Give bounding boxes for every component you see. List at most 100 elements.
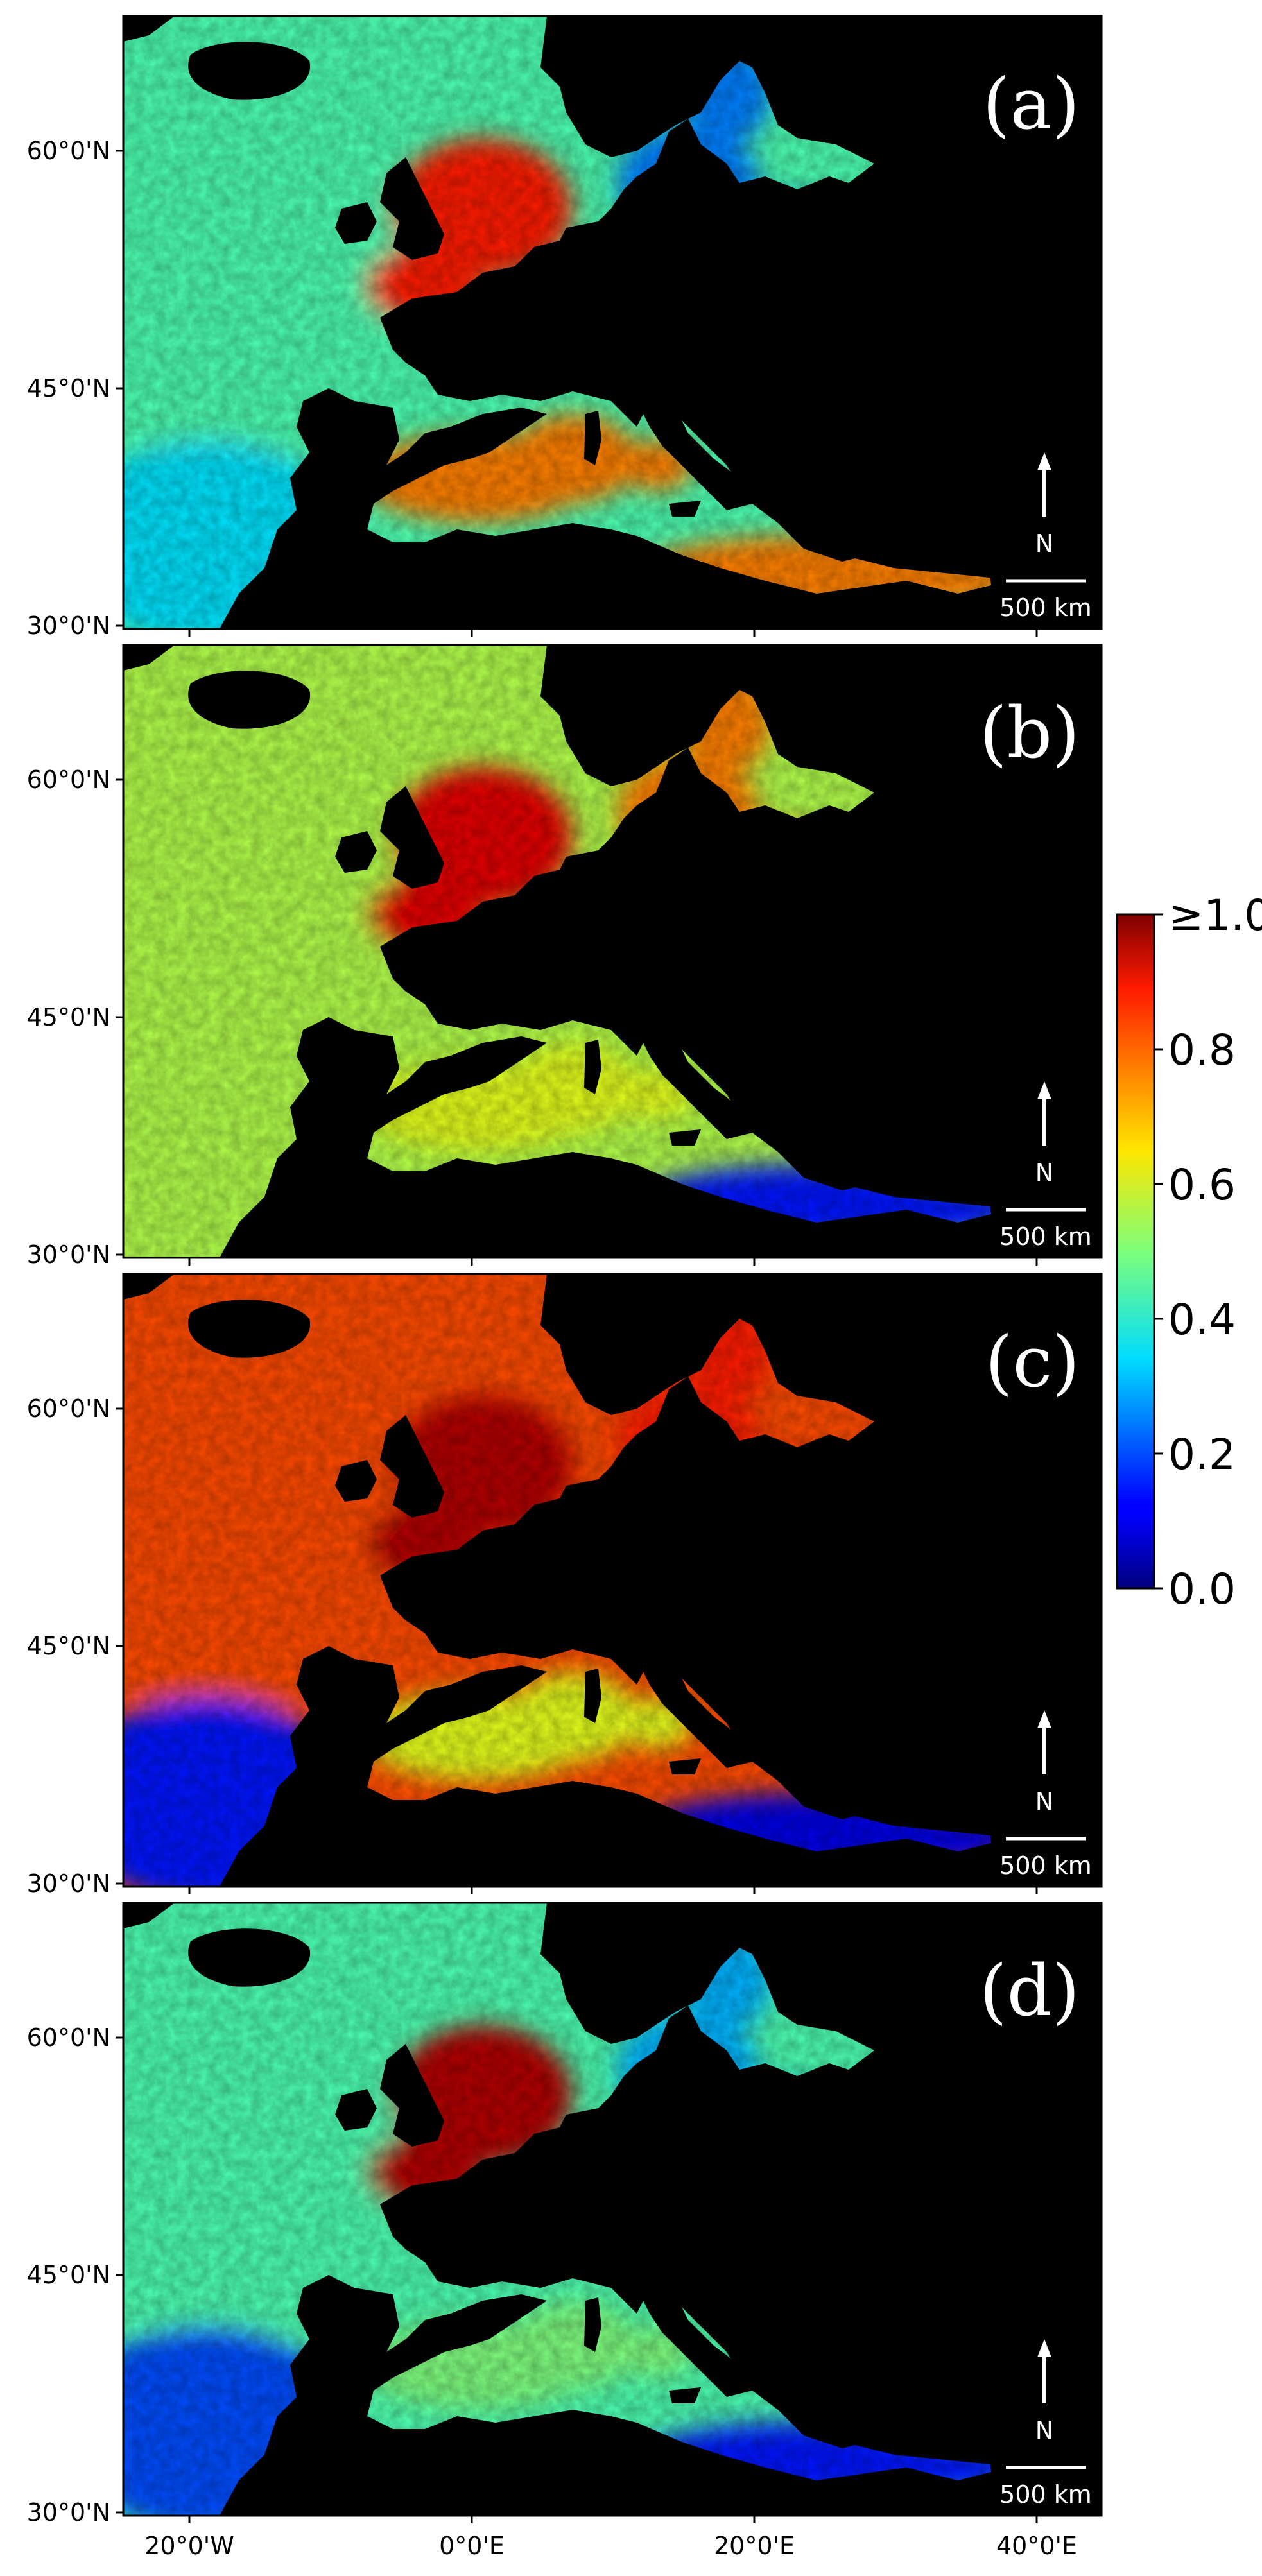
land-polygon (335, 831, 377, 873)
land-polygon (220, 388, 1102, 629)
lat-tick-label: 60°0'N (27, 137, 110, 165)
land-polygon (380, 1903, 1102, 2516)
land-polygon (637, 2281, 752, 2397)
panel-label: (c) (985, 1321, 1080, 1403)
land-polygon (804, 2384, 1102, 2468)
land-polygon (669, 1129, 701, 1146)
panel-label: (b) (980, 692, 1080, 774)
colorbar-tick-label: ≥1.0 (1168, 891, 1262, 940)
map-panel-b: (b) N 500 km (122, 644, 1103, 1259)
north-arrow-head (1037, 452, 1051, 470)
colorbar: ≥1.0 0.8 0.6 0.4 0.2 0.0 (1116, 891, 1262, 1614)
scale-bar: 500 km (999, 579, 1092, 622)
lat-tick-label: 60°0'N (27, 766, 110, 794)
map-panel-d: (d) N 500 km (122, 1902, 1103, 2517)
north-arrow-label: N (1035, 1158, 1053, 1187)
land-polygon (637, 395, 752, 510)
scale-bar: 500 km (999, 2466, 1092, 2509)
lat-tick-label: 30°0'N (27, 1241, 110, 1269)
land-polygon (123, 1274, 175, 1300)
north-arrow-head (1037, 1081, 1051, 1099)
lat-tick-label: 60°0'N (27, 2023, 110, 2052)
map-panel-c: (c) N 500 km (122, 1273, 1103, 1888)
scale-bar: 500 km (999, 1208, 1092, 1251)
land-polygon (804, 497, 1102, 581)
colorbar-tick-label: 0.0 (1168, 1565, 1236, 1614)
scale-bar-label: 500 km (999, 1851, 1092, 1880)
land-polygon (380, 786, 444, 889)
panel-frame (122, 644, 1103, 1259)
panel-frame (122, 1902, 1103, 2517)
land-mask (123, 1274, 1102, 1887)
colorbar-tick-label: 0.4 (1168, 1295, 1236, 1344)
panel-label: (a) (983, 63, 1080, 145)
north-arrow-label: N (1035, 1787, 1053, 1816)
panel-label: (d) (980, 1950, 1080, 2032)
land-polygon (335, 202, 377, 244)
north-arrow-head (1037, 2339, 1051, 2357)
land-polygon (380, 157, 444, 260)
north-arrow: N (1035, 1081, 1053, 1187)
map-panel-a: (a) N 500 km (122, 15, 1103, 630)
lat-tick-label: 30°0'N (27, 2498, 110, 2527)
land-polygon (188, 1928, 311, 1987)
lon-tick-label: 20°0'E (714, 2532, 795, 2560)
colorbar-tick-label: 0.6 (1168, 1160, 1236, 1210)
land-polygon (380, 1274, 1102, 1887)
lat-tick-label: 45°0'N (27, 2261, 110, 2289)
land-polygon (637, 1653, 752, 1768)
lat-tick-label: 60°0'N (27, 1395, 110, 1423)
land-polygon (380, 2044, 444, 2147)
colorbar-gradient (1116, 913, 1155, 1590)
panel-frame (122, 1273, 1103, 1888)
land-polygon (123, 1903, 175, 1928)
scale-bar-label: 500 km (999, 1223, 1092, 1251)
land-polygon (123, 645, 175, 671)
lat-tick-label: 45°0'N (27, 374, 110, 402)
land-polygon (584, 1669, 601, 1723)
latitude-labels: 60°0'N 45°0'N 30°0'N 60°0'N 45°0'N 30°0'N 60°0… (27, 137, 123, 2527)
land-polygon (804, 1755, 1102, 1839)
land-polygon (335, 2089, 377, 2131)
colorbar-tick-label: 0.8 (1168, 1026, 1236, 1075)
land-polygon (637, 1024, 752, 1139)
land-polygon (220, 2275, 1102, 2516)
north-arrow: N (1035, 1710, 1053, 1816)
scale-bar-label: 500 km (999, 594, 1092, 622)
land-polygon (380, 16, 1102, 629)
land-polygon (220, 1646, 1102, 1887)
scale-bar-label: 500 km (999, 2480, 1092, 2509)
north-arrow-label: N (1035, 529, 1053, 558)
north-arrow: N (1035, 2339, 1053, 2444)
panel-frame (122, 15, 1103, 630)
land-polygon (188, 671, 311, 729)
land-mask (123, 1903, 1102, 2516)
land-polygon (123, 16, 175, 42)
lon-tick-label: 0°0'E (439, 2532, 505, 2560)
land-polygon (380, 645, 1102, 1258)
lat-tick-label: 45°0'N (27, 1003, 110, 1031)
land-polygon (380, 1415, 444, 1518)
land-polygon (669, 2387, 701, 2403)
land-polygon (584, 411, 601, 465)
land-polygon (584, 2297, 601, 2352)
north-arrow-label: N (1035, 2416, 1053, 2444)
longitude-labels: 20°0'W 0°0'E 20°0'E 40°0'E (144, 629, 1077, 2560)
north-arrow-head (1037, 1710, 1051, 1728)
land-polygon (584, 1040, 601, 1094)
land-polygon (669, 1758, 701, 1774)
north-arrow: N (1035, 452, 1053, 558)
land-polygon (188, 1300, 311, 1358)
land-polygon (804, 1126, 1102, 1210)
colorbar-tick-label: 0.2 (1168, 1430, 1236, 1479)
lat-tick-label: 30°0'N (27, 1869, 110, 1898)
scale-bar: 500 km (999, 1837, 1092, 1880)
land-polygon (188, 42, 311, 100)
lat-tick-label: 45°0'N (27, 1632, 110, 1660)
lon-tick-label: 20°0'W (144, 2532, 234, 2560)
land-polygon (220, 1017, 1102, 1258)
land-mask (123, 16, 1102, 629)
land-polygon (669, 501, 701, 517)
land-polygon (335, 1460, 377, 1502)
